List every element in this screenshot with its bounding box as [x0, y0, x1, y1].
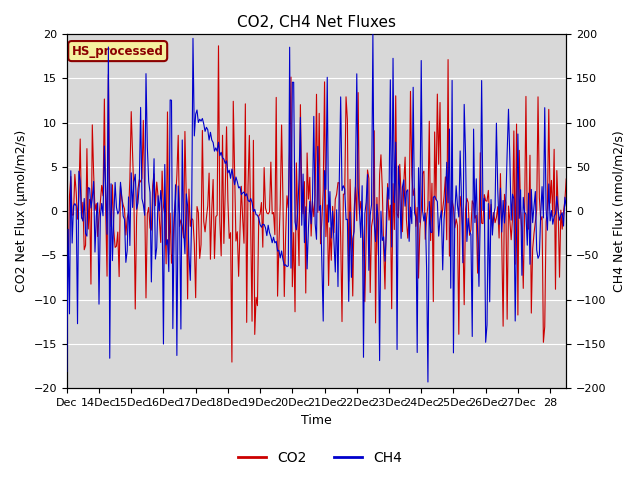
Legend: CO2, CH4: CO2, CH4	[232, 445, 408, 471]
Y-axis label: CH4 Net Flux (nmol/m2/s): CH4 Net Flux (nmol/m2/s)	[612, 130, 625, 292]
Y-axis label: CO2 Net Flux (μmol/m2/s): CO2 Net Flux (μmol/m2/s)	[15, 130, 28, 292]
X-axis label: Time: Time	[301, 414, 332, 427]
Title: CO2, CH4 Net Fluxes: CO2, CH4 Net Fluxes	[237, 15, 396, 30]
Text: HS_processed: HS_processed	[72, 45, 164, 58]
